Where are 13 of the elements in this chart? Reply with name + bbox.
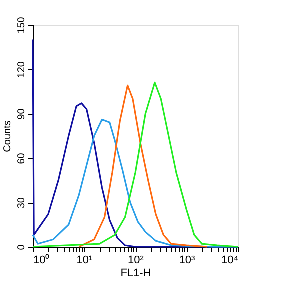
x-tick-label: 10² (128, 254, 144, 266)
y-tick-label: 120 (16, 61, 28, 78)
x-tick-label: 10⁴ (222, 254, 239, 266)
y-tick-label: 0 (16, 244, 28, 250)
y-tick-label: 90 (16, 108, 28, 120)
x-tick-label: 10⁰ (34, 254, 50, 266)
y-tick-label: 60 (16, 152, 28, 164)
y-axis-title: Counts (2, 120, 14, 152)
x-axis-title: FL1-H (120, 268, 152, 280)
y-tick-label: 150 (16, 16, 28, 34)
x-tick-label: 10¹ (76, 254, 94, 266)
x-tick-label: 10³ (179, 254, 196, 266)
y-tick-label: 30 (16, 197, 28, 209)
